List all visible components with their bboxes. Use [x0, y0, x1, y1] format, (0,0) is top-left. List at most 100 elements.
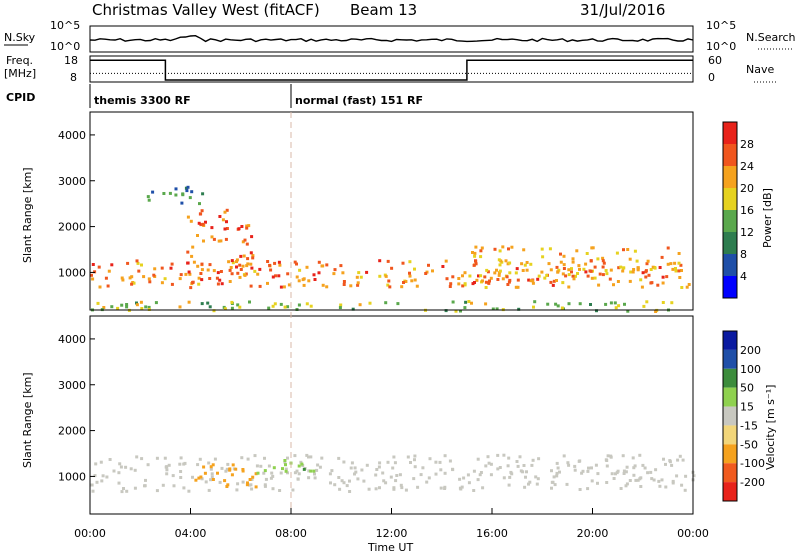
power-cell — [567, 302, 571, 306]
power-cell — [220, 282, 224, 286]
power-colorbar-tick-label: 24 — [740, 160, 754, 173]
velocity-cell — [612, 477, 616, 480]
velocity-cell — [662, 457, 665, 461]
power-cell — [680, 269, 683, 272]
velocity-cell — [515, 460, 519, 463]
velocity-cell — [625, 465, 629, 469]
velocity-cell — [392, 455, 396, 459]
power-cell — [301, 278, 305, 282]
power-cell — [333, 268, 337, 272]
power-cell — [359, 275, 363, 279]
power-cell — [623, 302, 626, 306]
velocity-cell — [624, 470, 628, 474]
power-cell — [235, 258, 239, 262]
velocity-cell — [476, 478, 480, 482]
velocity-cell — [179, 470, 183, 473]
power-cell — [515, 267, 519, 271]
velocity-cell — [565, 482, 569, 486]
power-cell — [678, 276, 682, 279]
velocity-cell — [631, 456, 635, 460]
y-tick-label: 3000 — [58, 379, 86, 392]
power-cell — [540, 247, 544, 251]
power-cell — [493, 247, 497, 251]
power-cell — [540, 270, 544, 274]
power-cell — [507, 280, 511, 284]
power-cell — [474, 262, 478, 266]
velocity-cell — [271, 474, 275, 478]
velocity-cell — [313, 472, 316, 476]
velocity-cell — [633, 464, 637, 468]
power-cell — [525, 268, 529, 272]
velocity-cell — [392, 487, 396, 491]
power-cell — [251, 254, 255, 258]
power-cell — [365, 270, 369, 274]
power-cell — [356, 281, 360, 285]
velocity-cell — [400, 486, 404, 490]
power-cell — [169, 266, 173, 270]
velocity-cell — [241, 480, 245, 484]
velocity-cell — [165, 468, 169, 472]
power-cell — [451, 275, 455, 279]
power-cell — [200, 278, 204, 282]
cpid-markers: themis 3300 RF normal (fast) 151 RF — [89, 84, 423, 108]
power-cell — [555, 279, 558, 282]
power-cell — [230, 259, 234, 263]
power-cell — [674, 269, 678, 273]
velocity-colorbar-tick-label: 50 — [740, 382, 754, 395]
power-colorbar-segment — [723, 122, 737, 144]
velocity-cell — [202, 465, 206, 469]
power-cell — [228, 280, 232, 283]
velocity-cell — [99, 460, 103, 464]
velocity-cell — [250, 477, 254, 481]
power-cell — [258, 284, 262, 288]
velocity-cell — [284, 463, 287, 467]
power-cell — [613, 301, 617, 305]
power-cell — [355, 275, 359, 279]
velocity-cell — [196, 463, 200, 467]
velocity-cell — [394, 479, 398, 483]
power-cell — [224, 237, 228, 241]
power-cell — [188, 272, 192, 276]
power-cell — [229, 266, 233, 269]
velocity-cell — [338, 487, 342, 491]
velocity-cell — [652, 478, 656, 482]
power-cell — [661, 275, 665, 279]
power-cell — [249, 284, 253, 288]
power-cell — [645, 300, 649, 304]
power-cell — [248, 300, 251, 304]
velocity-cell — [255, 464, 259, 468]
power-cell — [501, 277, 505, 281]
power-cell — [401, 261, 405, 265]
velocity-cell — [263, 484, 267, 488]
velocity-cell — [209, 465, 213, 469]
power-cell — [140, 307, 144, 310]
power-cell — [559, 252, 562, 256]
velocity-cell — [179, 456, 183, 460]
power-cell — [249, 251, 253, 255]
power-cell — [225, 227, 229, 230]
power-cell — [208, 305, 212, 309]
power-cell — [136, 261, 140, 265]
velocity-cell — [419, 473, 423, 477]
velocity-cell — [496, 453, 500, 457]
power-cell — [617, 304, 621, 308]
power-cell — [660, 255, 664, 259]
power-cell — [384, 301, 388, 305]
power-cell — [567, 273, 571, 277]
power-cell — [609, 268, 613, 272]
velocity-colorbar-segment — [723, 331, 737, 350]
velocity-cell — [664, 462, 667, 466]
power-cell — [197, 282, 201, 286]
power-cell — [561, 272, 565, 276]
power-cell — [562, 267, 566, 270]
power-cell — [489, 276, 493, 280]
power-cell — [325, 285, 329, 289]
power-cell — [210, 226, 214, 230]
power-cell — [612, 283, 615, 287]
power-cell — [230, 300, 234, 304]
velocity-cell — [291, 488, 295, 492]
velocity-cell — [590, 479, 594, 483]
velocity-cell — [367, 487, 371, 491]
velocity-cell — [680, 483, 684, 487]
